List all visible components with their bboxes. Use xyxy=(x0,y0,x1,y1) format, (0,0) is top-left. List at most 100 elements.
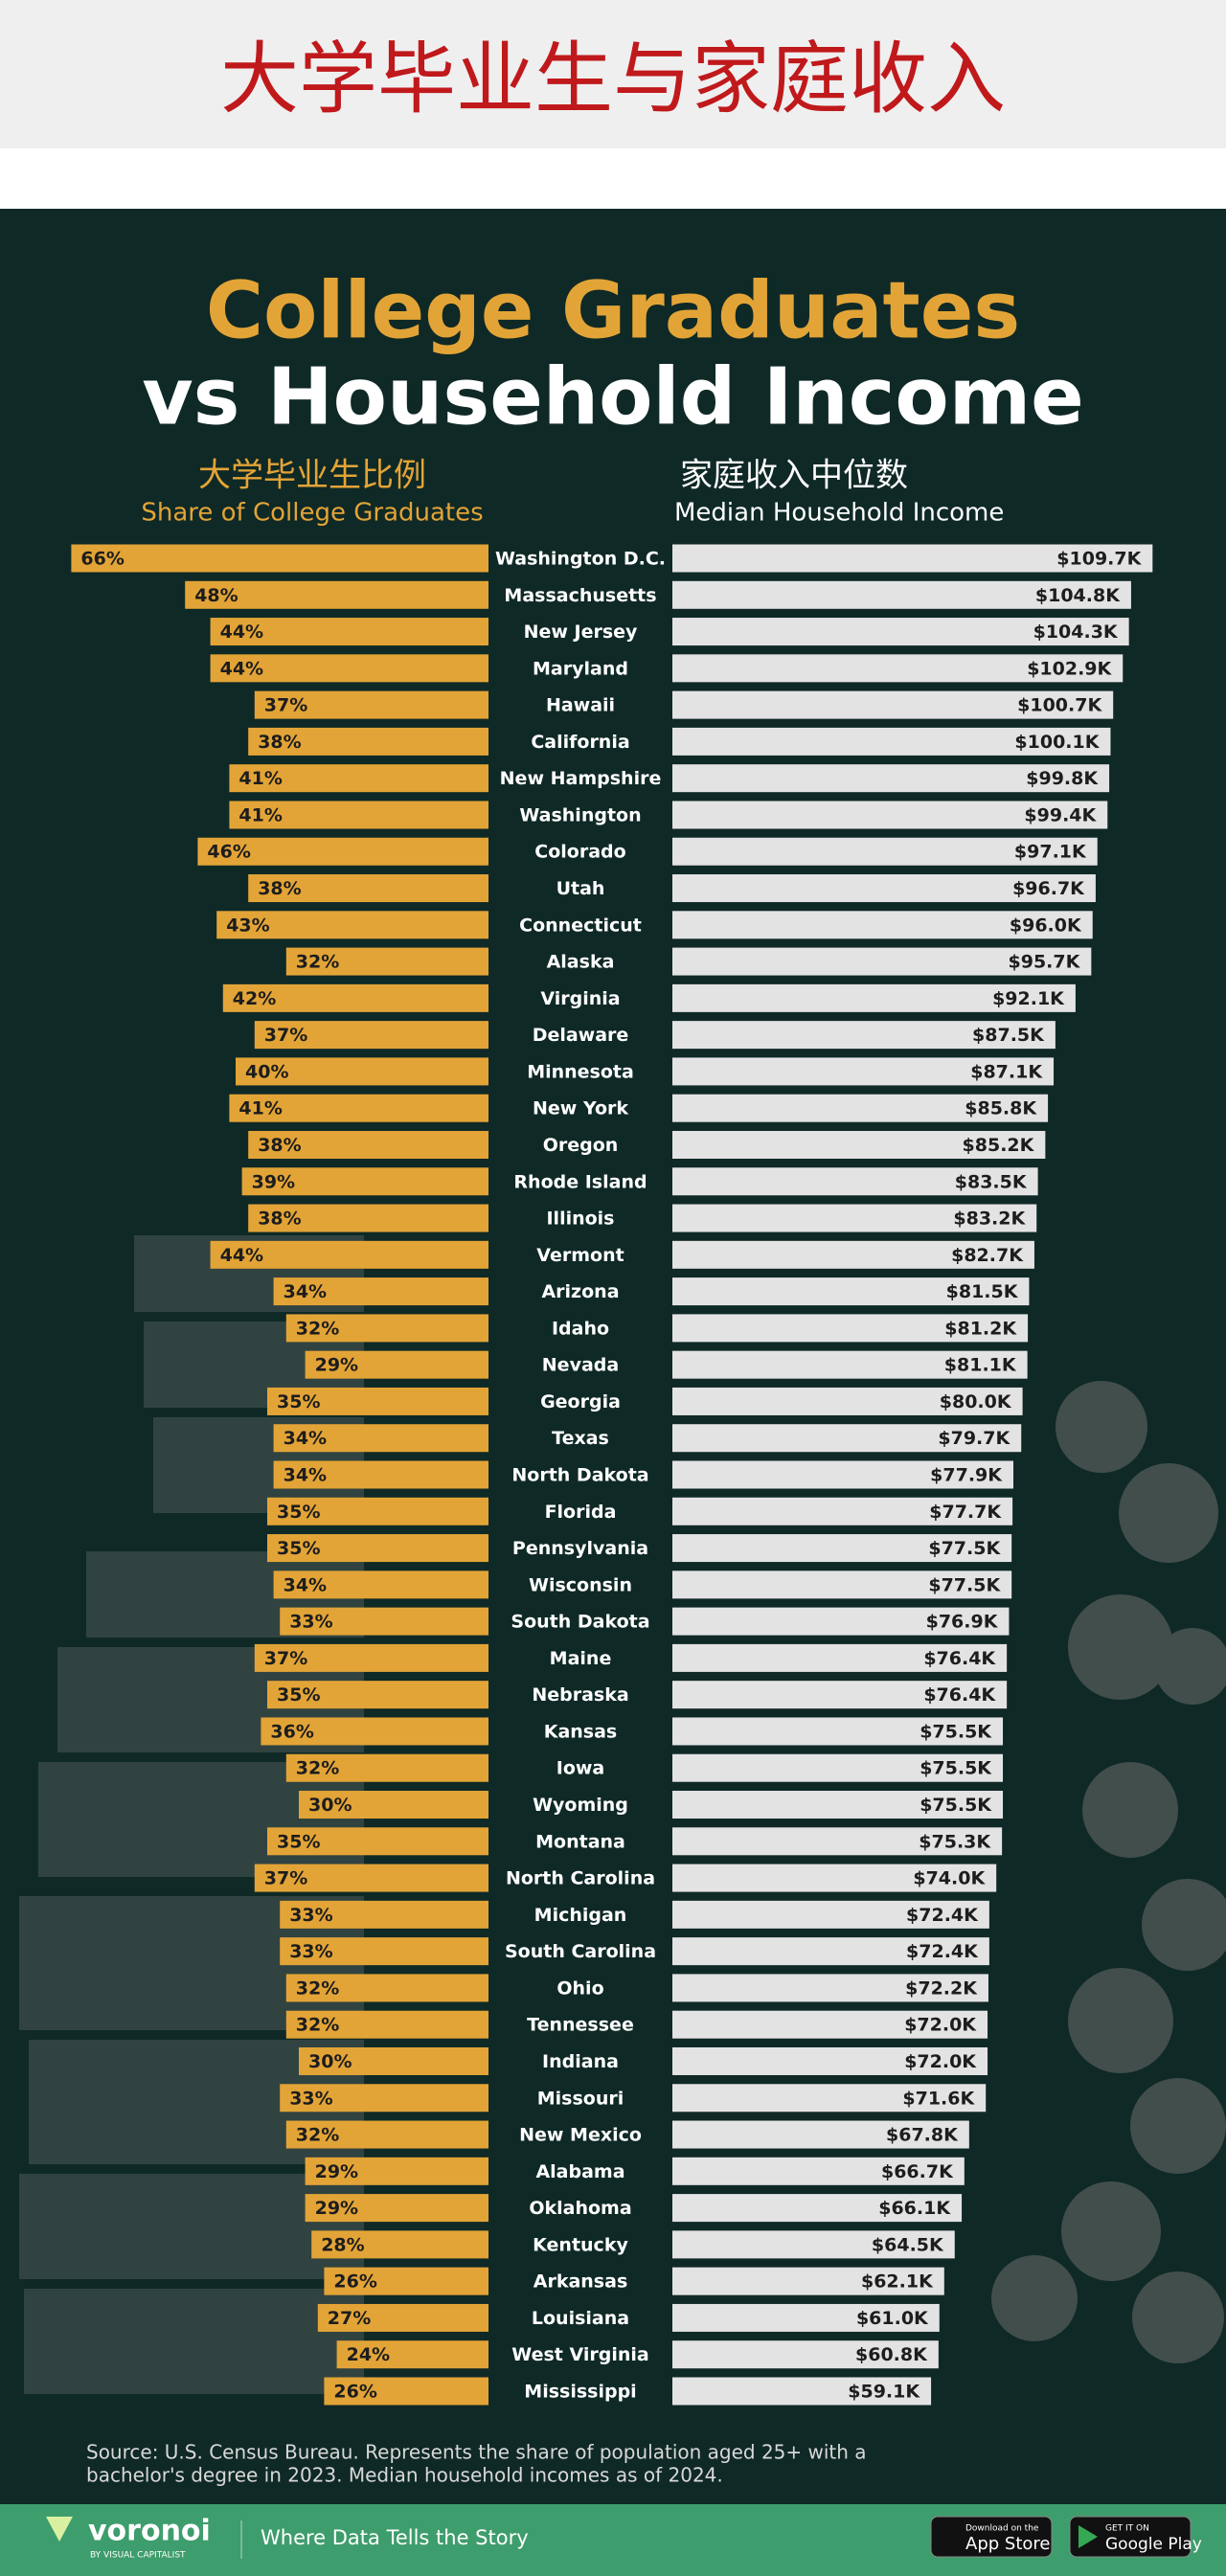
left-bar xyxy=(324,2267,488,2295)
right-bar xyxy=(672,618,1129,646)
app-store-label: App Store xyxy=(965,2534,1050,2554)
left-value-label: 44% xyxy=(220,1245,263,1266)
state-label: Florida xyxy=(545,1502,617,1523)
left-bar xyxy=(273,1460,488,1489)
left-bar xyxy=(216,911,488,939)
left-value-label: 32% xyxy=(296,1977,339,1999)
left-bar xyxy=(222,983,489,1012)
right-value-label: $109.7K xyxy=(1056,549,1142,570)
state-label: Maryland xyxy=(533,658,628,679)
right-value-label: $81.5K xyxy=(946,1281,1019,1302)
state-label: Washington D.C. xyxy=(495,549,666,570)
state-label: Virginia xyxy=(540,988,620,1009)
state-label: Montana xyxy=(535,1831,625,1852)
right-bar xyxy=(672,1460,1014,1489)
app-store-button[interactable] xyxy=(930,2516,1053,2558)
left-value-label: 32% xyxy=(296,2125,339,2146)
left-value-label: 29% xyxy=(315,2198,358,2219)
right-value-label: $104.8K xyxy=(1035,585,1121,606)
left-value-label: 32% xyxy=(296,1318,339,1339)
right-value-label: $77.7K xyxy=(929,1502,1002,1523)
left-bar xyxy=(273,1424,488,1453)
left-bar xyxy=(248,1204,488,1232)
right-value-label: $85.8K xyxy=(965,1098,1037,1119)
left-value-label: 34% xyxy=(284,1281,327,1302)
left-value-label: 44% xyxy=(220,658,263,679)
right-bar xyxy=(672,1167,1038,1196)
left-bar xyxy=(273,1570,488,1599)
right-bar xyxy=(672,1791,1004,1819)
right-value-label: $61.0K xyxy=(856,2308,929,2329)
rows: 66% Washington D.C. $109.7K 48% Massachusett… xyxy=(71,544,1153,2406)
right-value-label: $60.8K xyxy=(855,2344,928,2365)
left-value-label: 35% xyxy=(277,1684,320,1706)
header-band xyxy=(0,0,1226,148)
google-play-button[interactable] xyxy=(1069,2516,1192,2558)
right-value-label: $83.5K xyxy=(955,1171,1028,1192)
left-value-label: 24% xyxy=(347,2344,390,2365)
brand-sub: BY VISUAL CAPITALIST xyxy=(90,2551,186,2561)
right-value-label: $77.5K xyxy=(928,1574,1001,1595)
state-label: Michigan xyxy=(534,1905,627,1926)
right-value-label: $72.2K xyxy=(905,1977,978,1999)
left-bar xyxy=(229,1094,488,1122)
right-value-label: $83.2K xyxy=(953,1209,1026,1230)
left-bar xyxy=(229,801,488,829)
left-value-label: 35% xyxy=(277,1831,320,1852)
state-label: Idaho xyxy=(552,1318,609,1339)
right-bar xyxy=(672,727,1111,756)
right-bar xyxy=(672,1057,1055,1086)
left-value-label: 28% xyxy=(321,2234,364,2255)
right-value-label: $79.7K xyxy=(938,1428,1010,1449)
left-value-label: 33% xyxy=(289,1905,332,1926)
left-bar xyxy=(241,1167,488,1196)
right-value-label: $87.5K xyxy=(972,1025,1045,1046)
left-bar xyxy=(267,1827,488,1856)
left-bar xyxy=(71,544,489,573)
right-value-label: $66.7K xyxy=(881,2161,954,2182)
left-value-label: 35% xyxy=(277,1538,320,1559)
left-value-label: 26% xyxy=(333,2382,376,2403)
state-label: Louisiana xyxy=(532,2308,629,2329)
left-bar xyxy=(210,618,488,646)
right-value-label: $81.2K xyxy=(944,1318,1017,1339)
right-value-label: $99.4K xyxy=(1024,804,1097,825)
right-value-label: $92.1K xyxy=(992,988,1065,1009)
right-value-label: $104.3K xyxy=(1033,621,1119,643)
right-heading-zh: 家庭收入中位数 xyxy=(680,457,908,495)
right-value-label: $102.9K xyxy=(1027,658,1112,679)
brand: voronoi xyxy=(88,2515,211,2548)
left-value-label: 37% xyxy=(264,695,307,716)
state-label: Hawaii xyxy=(546,695,615,716)
state-label: Pennsylvania xyxy=(512,1538,648,1559)
right-bar xyxy=(672,2267,944,2295)
right-value-label: $77.9K xyxy=(930,1465,1003,1486)
state-label: Oklahoma xyxy=(529,2198,631,2219)
left-value-label: 30% xyxy=(308,2051,352,2072)
right-bar xyxy=(672,983,1076,1012)
right-bar xyxy=(672,1607,1010,1636)
right-value-label: $72.0K xyxy=(904,2051,977,2072)
state-label: Nebraska xyxy=(532,1684,628,1706)
left-bar xyxy=(229,764,488,793)
right-bar xyxy=(672,837,1098,866)
left-bar xyxy=(280,1937,488,1966)
left-bar xyxy=(267,1387,488,1415)
right-bar xyxy=(672,911,1093,939)
left-bar xyxy=(285,1314,488,1343)
left-bar xyxy=(285,1974,488,2002)
state-label: West Virginia xyxy=(511,2344,648,2365)
state-label: Alaska xyxy=(547,952,615,973)
left-value-label: 46% xyxy=(207,842,250,863)
right-value-label: $75.5K xyxy=(920,1721,992,1742)
right-value-label: $96.0K xyxy=(1010,915,1082,936)
left-bar xyxy=(305,2157,488,2185)
header-title: 大学毕业生与家庭收入 xyxy=(220,34,1006,124)
left-value-label: 34% xyxy=(284,1574,327,1595)
right-bar xyxy=(672,2084,987,2113)
chart-subtitle: vs Household Income xyxy=(142,351,1084,442)
right-bar xyxy=(672,1387,1023,1415)
state-label: New Mexico xyxy=(519,2125,642,2146)
state-label: Georgia xyxy=(540,1391,621,1412)
left-bar xyxy=(280,2084,488,2113)
